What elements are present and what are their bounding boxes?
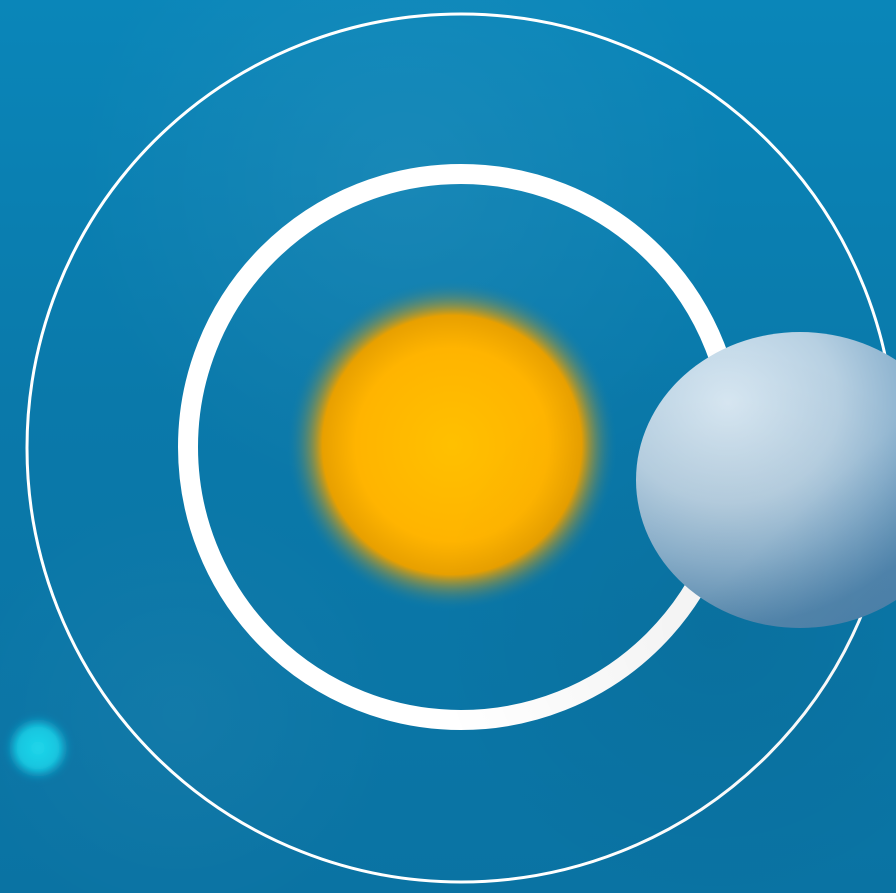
planet bbox=[636, 332, 896, 628]
moon bbox=[3, 713, 73, 783]
sun bbox=[286, 279, 618, 611]
